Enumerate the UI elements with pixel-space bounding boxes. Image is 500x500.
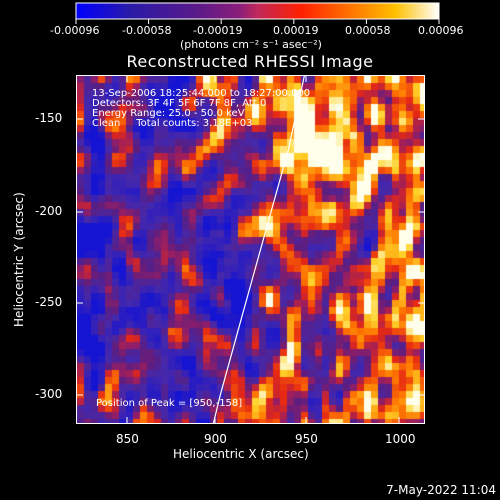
x-tick-label: 1000: [385, 432, 416, 446]
x-tick-label: 900: [204, 432, 227, 446]
heatmap-image: [77, 76, 424, 423]
y-axis-label: Heliocentric Y (arcsec): [12, 192, 26, 327]
colorbar-tick: 0.00096: [418, 24, 464, 37]
clean-counts-text: Clean Total counts: 3.18E+03: [92, 118, 253, 129]
solar-limb-line: [212, 76, 305, 423]
x-tick-label: 850: [116, 432, 139, 446]
detectors-text: Detectors: 3F 4F 5F 6F 7F 8F, Att 0: [92, 98, 267, 109]
colorbar-tick: 0.00058: [345, 24, 391, 37]
date-stamp: 7-May-2022 11:04: [386, 483, 496, 497]
y-tick-label: -150: [35, 111, 63, 125]
y-tick-label: -250: [35, 295, 63, 309]
colorbar-tick: -0.00058: [122, 24, 172, 37]
solar-limb-overlay: [212, 76, 305, 423]
x-axis-label: Heliocentric X (arcsec): [173, 447, 309, 461]
time-range-text: 13-Sep-2006 18:25:44.000 to 18:27:00.000: [92, 88, 311, 99]
y-tick-label: -200: [35, 204, 63, 218]
y-tick-label: -300: [35, 387, 63, 401]
colorbar: [75, 2, 440, 24]
energy-range-text: Energy Range: 25.0 - 50.0 keV: [92, 108, 245, 119]
plot-area: 13-Sep-2006 18:25:44.000 to 18:27:00.000…: [76, 75, 425, 424]
colorbar-tick: -0.00019: [193, 24, 243, 37]
peak-position-text: Position of Peak = [950,-158]: [96, 398, 243, 409]
colorbar-tick: 0.00019: [273, 24, 319, 37]
colorbar-gradient: [75, 2, 440, 20]
colorbar-unit-label: (photons cm⁻² s⁻¹ asec⁻²): [180, 38, 322, 51]
colorbar-tick: -0.00096: [50, 24, 100, 37]
image-title: Reconstructed RHESSI Image: [126, 52, 374, 71]
x-tick-label: 950: [295, 432, 318, 446]
